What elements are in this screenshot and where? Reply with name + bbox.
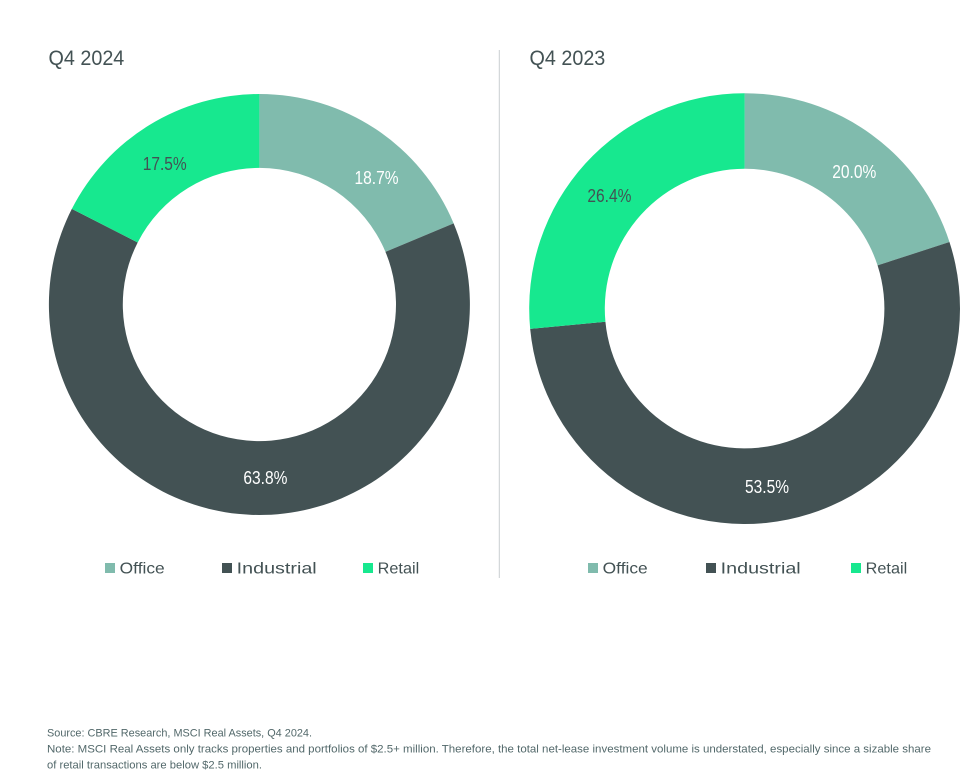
svg-text:Industrial: Industrial xyxy=(721,560,801,577)
svg-text:of retail transactions are bel: of retail transactions are below $2.5 mi… xyxy=(47,759,262,771)
svg-text:26.4%: 26.4% xyxy=(587,185,631,206)
svg-text:Industrial: Industrial xyxy=(237,560,317,577)
svg-text:Note: MSCI Real Assets only tr: Note: MSCI Real Assets only tracks prope… xyxy=(47,744,931,756)
svg-text:53.5%: 53.5% xyxy=(745,476,789,497)
svg-text:17.5%: 17.5% xyxy=(143,153,187,174)
svg-text:Q4 2023: Q4 2023 xyxy=(530,47,606,70)
svg-text:Office: Office xyxy=(120,560,165,577)
svg-text:20.0%: 20.0% xyxy=(832,161,876,182)
svg-text:Source: CBRE Research, MSCI Re: Source: CBRE Research, MSCI Real Assets,… xyxy=(47,727,312,739)
svg-text:Retail: Retail xyxy=(866,560,908,577)
svg-text:63.8%: 63.8% xyxy=(243,467,287,488)
svg-text:Office: Office xyxy=(603,560,648,577)
svg-text:18.7%: 18.7% xyxy=(355,167,399,188)
svg-text:Retail: Retail xyxy=(378,560,420,577)
svg-text:Q4 2024: Q4 2024 xyxy=(49,47,125,70)
